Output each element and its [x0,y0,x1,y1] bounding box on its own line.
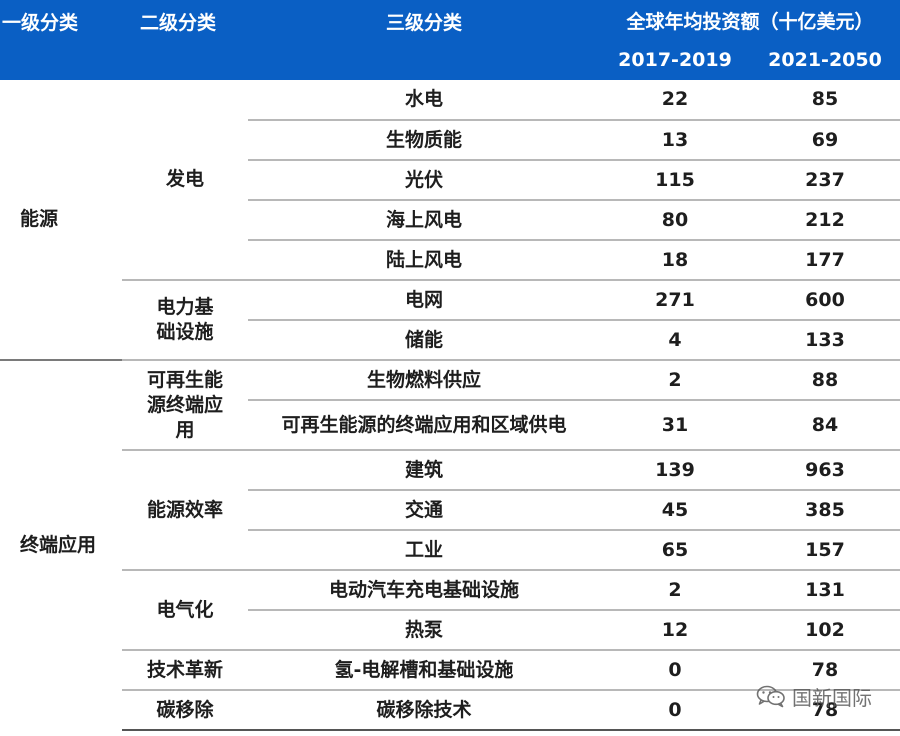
table-row: 可再生能源的终端应用和区域供电 31 84 [0,400,900,451]
value-2021-2050: 85 [750,80,900,121]
group-label: 能源 [0,80,122,361]
item-label: 生物质能 [248,120,600,161]
table-row: 能源 发电 水电 22 85 [0,80,900,361]
value-2017-2019: 115 [600,160,750,201]
table-row: 能源效率 建筑 139 963 [0,450,900,571]
group-label: 终端应用 [20,534,97,556]
subgroup-label: 技术革新 [122,650,248,691]
value-2021-2050: 69 [750,120,900,161]
table-row: 终端应用 可再生能源终端应用 生物燃料供应 2 88 [0,360,900,556]
item-label: 可再生能源的终端应用和区域供电 [248,400,600,451]
table-row: 陆上风电 18 177 [0,240,900,281]
item-label: 海上风电 [248,200,600,241]
value-2021-2050: 212 [750,200,900,241]
table-row: 技术革新 氢-电解槽和基础设施 0 78 [0,650,900,691]
subgroup-label: 碳移除 [122,690,248,731]
value-2017-2019: 45 [600,490,750,531]
header-level2: 二级分类 [122,0,248,80]
value-2017-2019: 0 [600,690,750,731]
item-label: 工业 [248,530,600,571]
table-row: 交通 45 385 [0,490,900,531]
item-label: 电动汽车充电基础设施 [248,570,600,611]
value-2017-2019: 0 [600,650,750,691]
value-2021-2050: 88 [750,360,900,401]
value-2021-2050: 102 [750,610,900,651]
table-row: 储能 4 133 [0,320,900,361]
item-label: 交通 [248,490,600,531]
table-row: 碳移除 碳移除技术 0 78 [0,690,900,731]
table-header: 一级分类 二级分类 三级分类 全球年均投资额（十亿美元） 2017-2019 2… [0,0,900,80]
item-label: 电网 [248,280,600,321]
header-level3: 三级分类 [248,0,600,80]
item-label: 建筑 [248,450,600,491]
header-year-2021-2050: 2021-2050 [750,40,900,80]
value-2017-2019: 12 [600,610,750,651]
item-label: 氢-电解槽和基础设施 [248,650,600,691]
value-2021-2050: 600 [750,280,900,321]
value-2021-2050: 237 [750,160,900,201]
item-label: 生物燃料供应 [248,360,600,401]
value-2021-2050: 78 [750,650,900,691]
value-2021-2050: 157 [750,530,900,571]
table-row: 电力基础设施 电网 271 600 [0,280,900,361]
value-2021-2050: 78 [750,690,900,731]
value-2021-2050: 963 [750,450,900,491]
value-2017-2019: 65 [600,530,750,571]
value-2017-2019: 2 [600,360,750,401]
item-label: 光伏 [248,160,600,201]
item-label: 碳移除技术 [248,690,600,731]
item-label: 水电 [248,80,600,121]
table-body: 能源 发电 水电 22 85 生物质能 13 69 光伏 115 237 海上风… [0,80,900,731]
value-2021-2050: 385 [750,490,900,531]
header-level1: 一级分类 [0,0,122,80]
table-row: 光伏 115 237 [0,160,900,201]
item-label: 陆上风电 [248,240,600,281]
value-2021-2050: 177 [750,240,900,281]
table-row: 海上风电 80 212 [0,200,900,241]
value-2021-2050: 133 [750,320,900,361]
subgroup-label: 可再生能源终端应用 [122,360,248,451]
subgroup-label: 电力基础设施 [122,280,248,361]
header-investment: 全球年均投资额（十亿美元） [600,0,900,40]
value-2017-2019: 13 [600,120,750,161]
value-2017-2019: 18 [600,240,750,281]
table-row: 生物质能 13 69 [0,120,900,161]
table-row: 热泵 12 102 [0,610,900,651]
item-label: 热泵 [248,610,600,651]
value-2017-2019: 2 [600,570,750,611]
value-2017-2019: 31 [600,400,750,451]
header-year-2017-2019: 2017-2019 [600,40,750,80]
subgroup-label: 发电 [122,80,248,281]
value-2017-2019: 4 [600,320,750,361]
table-row: 工业 65 157 [0,530,900,571]
value-2021-2050: 131 [750,570,900,611]
value-2017-2019: 22 [600,80,750,121]
value-2017-2019: 139 [600,450,750,491]
subgroup-label: 能源效率 [122,450,248,571]
value-2021-2050: 84 [750,400,900,451]
subgroup-label: 电气化 [122,570,248,651]
table-row: 电气化 电动汽车充电基础设施 2 131 [0,570,900,651]
value-2017-2019: 271 [600,280,750,321]
item-label: 储能 [248,320,600,361]
value-2017-2019: 80 [600,200,750,241]
